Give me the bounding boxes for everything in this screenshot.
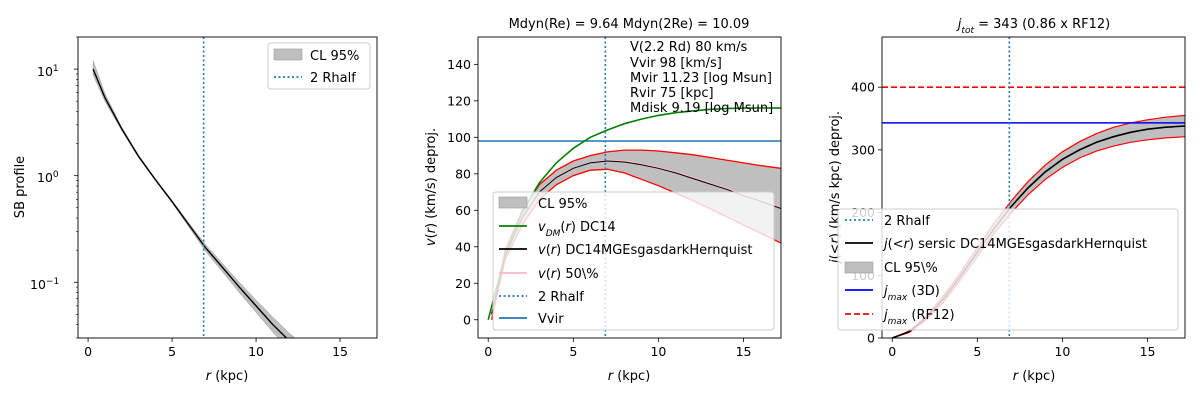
y-tick-label: 140 <box>447 57 471 72</box>
sb-ytick-label: 10−1 <box>30 277 59 292</box>
y-tick-label: 120 <box>447 93 471 108</box>
j-legend: 2 Rhalf j(<r) sersic DC14MGEsgasdarkHern… <box>837 208 1179 331</box>
vc-title: Mdyn(Re) = 9.64 Mdyn(2Re) = 10.09 <box>509 17 750 32</box>
sb-ytick-label: 101 <box>37 64 59 79</box>
vc-dm-line <box>487 107 781 321</box>
y-tick-label: 20 <box>455 276 471 291</box>
vc-xlabel: r (kpc) <box>608 369 651 384</box>
sb-x-ticks: 0 5 10 15 <box>84 338 348 359</box>
x-tick-label: 10 <box>1054 344 1070 359</box>
sb-legend-cl-label: CL 95% <box>310 49 359 64</box>
panel-sb-profile: 0 5 10 15 101 100 10−1 r (kpc) SB profile C… <box>13 36 378 384</box>
vc-legend-cl-label: CL 95% <box>538 197 587 212</box>
x-tick-label: 0 <box>84 344 92 359</box>
x-tick-label: 15 <box>1140 344 1156 359</box>
vc-annotations: V(2.2 Rd) 80 km/s Vvir 98 [km/s] Mvir 11… <box>630 40 773 116</box>
sb-axes-frame <box>77 36 378 339</box>
vc-legend-rhalf-label: 2 Rhalf <box>538 290 584 305</box>
x-tick-label: 5 <box>569 344 577 359</box>
x-tick-label: 15 <box>332 344 348 359</box>
panel-rotation-curve: 0 5 10 15 0 20 40 60 80 100 120 140 Mdyn(Re) = 9.6… <box>424 17 782 384</box>
j-legend-cl-label: CL 95\% <box>884 261 938 276</box>
y-tick-label: 80 <box>455 166 471 181</box>
sb-xlabel: r (kpc) <box>206 369 249 384</box>
sb-legend: CL 95% 2 Rhalf <box>267 42 371 90</box>
sb-legend-cl-swatch <box>273 48 303 61</box>
vc-annotation: Rvir 75 [kpc] <box>630 86 714 101</box>
sb-y-ticks: 101 100 10−1 <box>30 36 78 339</box>
x-tick-label: 5 <box>168 344 176 359</box>
y-tick-label: 40 <box>455 239 471 254</box>
y-tick-label: 400 <box>851 80 875 95</box>
y-tick-label: 300 <box>851 142 875 157</box>
y-tick-label: 100 <box>447 130 471 145</box>
x-tick-label: 0 <box>888 344 896 359</box>
vc-x-ticks: 0 5 10 15 <box>484 338 752 359</box>
y-tick-label: 0 <box>867 331 875 346</box>
vc-legend-total-label: v(r) DC14MGEsgasdarkHernquist <box>538 243 752 258</box>
sb-cl95-band <box>92 60 296 338</box>
j-xlabel: r (kpc) <box>1013 369 1056 384</box>
vc-ylabel: v(r) (km/s) deproj. <box>424 128 439 246</box>
vc-legend-vvir-label: Vvir <box>538 312 564 327</box>
j-legend-j-label: j(<r) sersic DC14MGEsgasdarkHernquist <box>882 237 1147 252</box>
vc-annotation: Mdisk 9.19 [log Msun] <box>630 101 773 116</box>
vc-axes-frame <box>477 36 782 339</box>
sb-ytick-label: 100 <box>37 170 59 185</box>
j-legend-rhalf-label: 2 Rhalf <box>884 214 930 229</box>
x-tick-label: 5 <box>973 344 981 359</box>
x-tick-label: 10 <box>650 344 666 359</box>
vc-legend-box <box>492 191 775 331</box>
x-tick-label: 0 <box>484 344 492 359</box>
j-axes-frame <box>881 36 1186 339</box>
x-tick-label: 10 <box>248 344 264 359</box>
x-tick-label: 15 <box>736 344 752 359</box>
sb-plot-area <box>92 37 296 338</box>
vc-annotation: Mvir 11.23 [log Msun] <box>630 71 772 86</box>
y-tick-label: 60 <box>455 203 471 218</box>
vc-legend-cl-swatch <box>498 196 528 209</box>
vc-annotation: V(2.2 Rd) 80 km/s <box>630 40 748 55</box>
vc-legend: CL 95% vDM(r) DC14 v(r) DC14MGEsgasdarkH… <box>492 191 775 331</box>
sb-profile-line <box>92 68 288 338</box>
y-tick-label: 0 <box>463 312 471 327</box>
j-legend-box <box>837 208 1179 331</box>
j-title: jtot = 343 (0.86 x RF12) <box>956 17 1110 36</box>
sb-ylabel: SB profile <box>13 156 28 218</box>
vc-y-ticks: 0 20 40 60 80 100 120 140 <box>447 57 478 327</box>
vc-legend-median-label: v(r) 50\% <box>538 267 599 282</box>
vc-annotation: Vvir 98 [km/s] <box>630 56 722 71</box>
j-cl95-band <box>892 115 1185 338</box>
j-legend-cl-swatch <box>844 261 874 274</box>
sb-legend-rhalf-label: 2 Rhalf <box>310 71 356 86</box>
j-x-ticks: 0 5 10 15 <box>888 338 1156 359</box>
